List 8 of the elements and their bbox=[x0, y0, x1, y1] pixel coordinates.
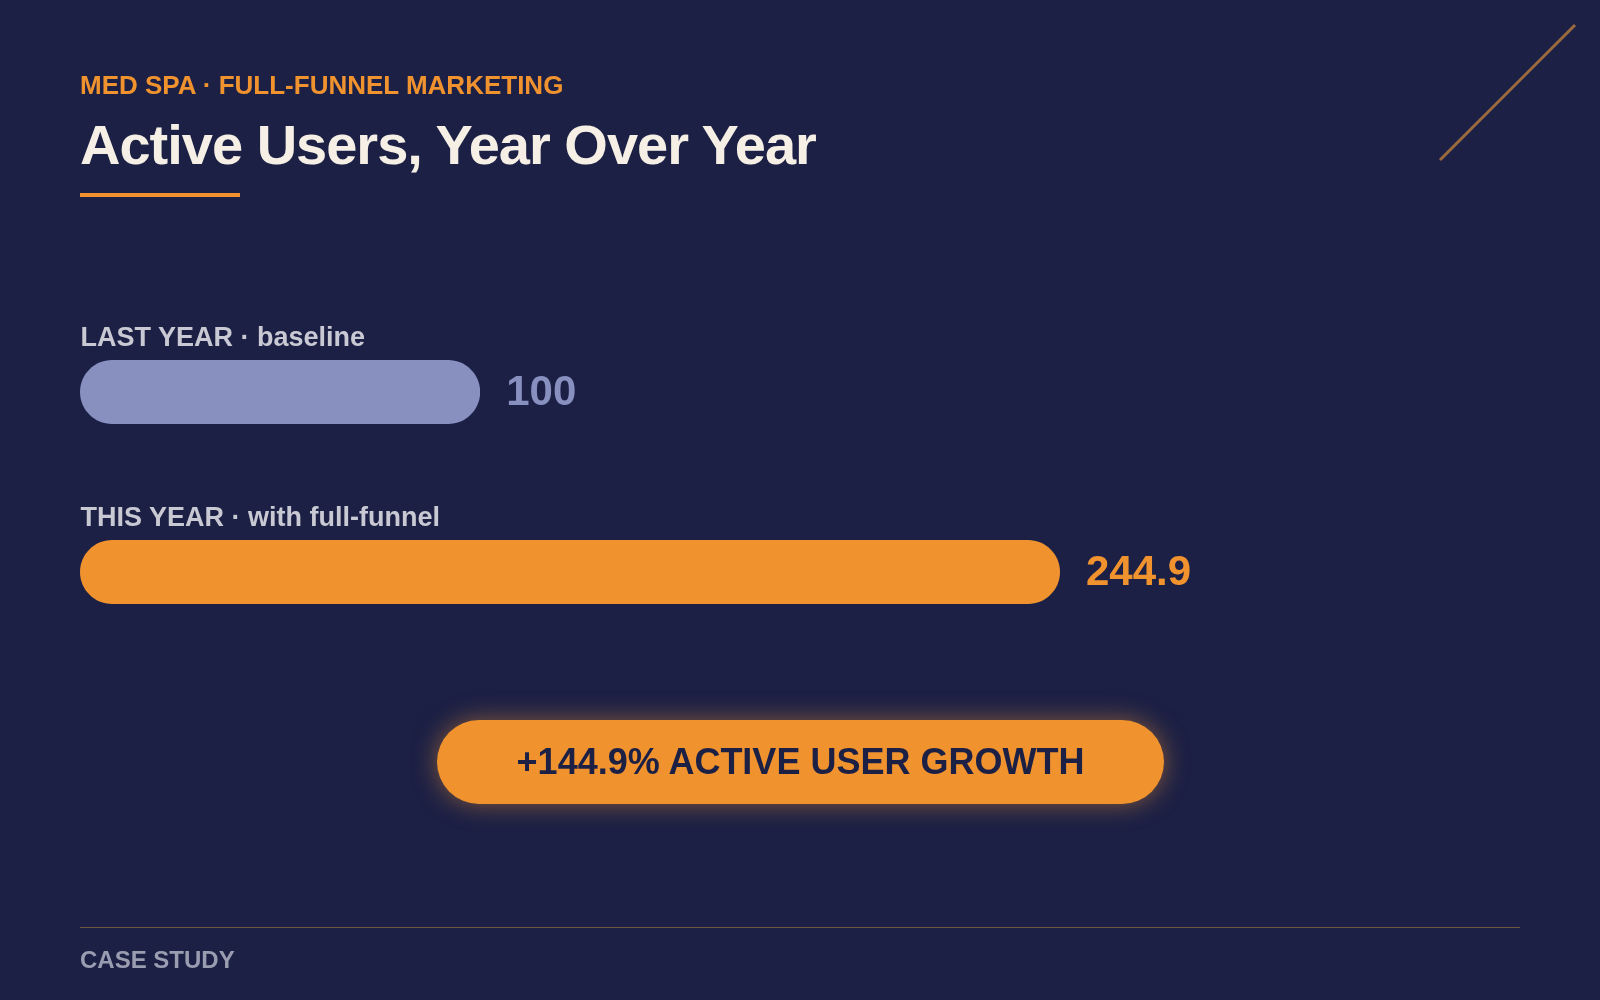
text: +144.9% ACTIVE USER GROWTH bbox=[437, 720, 1164, 804]
data-label: 100 bbox=[506, 367, 577, 414]
text: CASE STUDY bbox=[80, 946, 235, 974]
y-tick-label: THIS YEAR · with full-funnel bbox=[80, 502, 440, 532]
chart-title: Active Users, Year Over Year bbox=[80, 112, 816, 177]
data-label: 244.9 bbox=[1086, 547, 1192, 594]
chart-subtitle: MED SPA · FULL-FUNNEL MARKETING bbox=[80, 70, 564, 101]
y-tick-label: LAST YEAR · baseline bbox=[80, 322, 366, 352]
